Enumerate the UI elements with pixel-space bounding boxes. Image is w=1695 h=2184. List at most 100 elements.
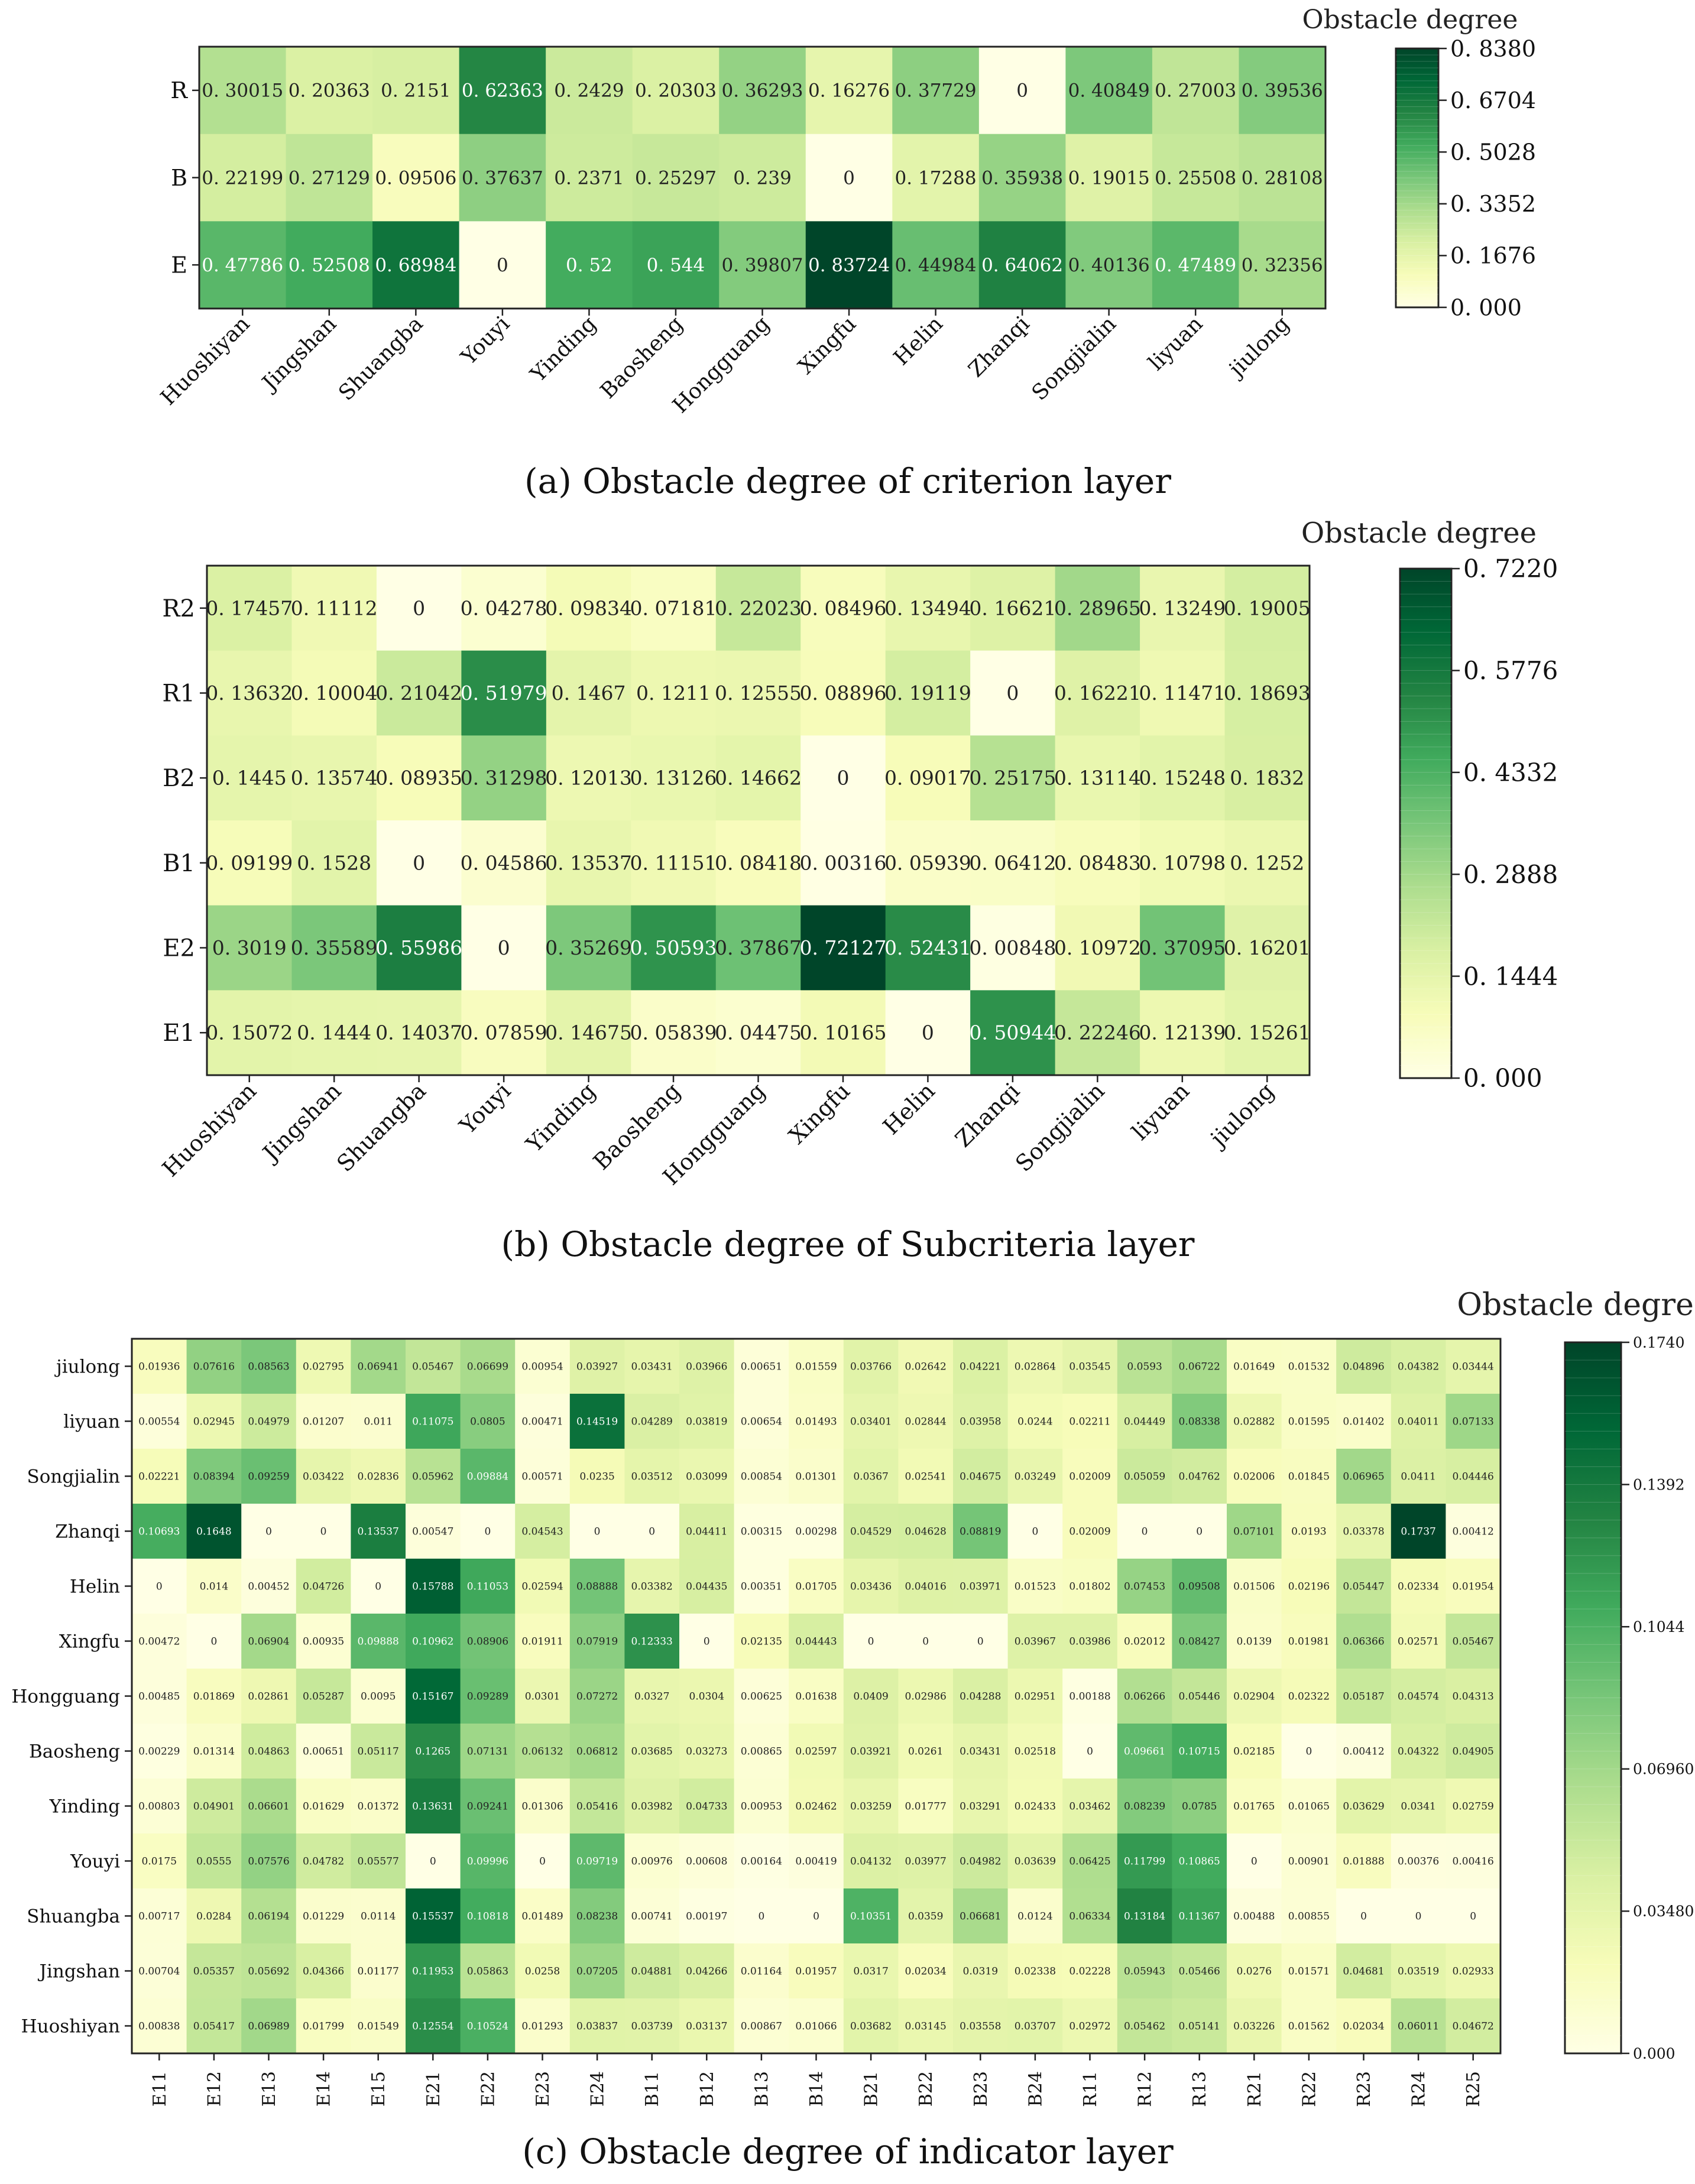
cell-value-label: 0.0095 bbox=[361, 1690, 396, 1702]
heatmap-cell bbox=[1281, 1669, 1337, 1724]
x-tick-label: R12 bbox=[1135, 2071, 1156, 2107]
cell-value-label: 0. 11151 bbox=[630, 851, 717, 874]
x-tick-label: Songjialin bbox=[1010, 1078, 1110, 1177]
colorbar bbox=[1395, 47, 1440, 309]
heatmap-cell bbox=[1172, 1888, 1227, 1944]
heatmap-cell bbox=[1140, 820, 1226, 906]
cell-value-label: 0.01066 bbox=[795, 2020, 837, 2032]
heatmap-cell bbox=[800, 905, 886, 991]
heatmap-cell bbox=[376, 990, 462, 1076]
cell-value-label: 0.03958 bbox=[960, 1416, 1001, 1427]
heatmap-cell bbox=[569, 1614, 625, 1669]
cell-value-label: 0. 2371 bbox=[554, 167, 624, 189]
cell-value-label: 0.01936 bbox=[138, 1361, 180, 1372]
cell-value-label: 0. 18693 bbox=[1224, 682, 1311, 705]
cell-value-label: 0.03137 bbox=[686, 2020, 727, 2032]
x-tick-label: Yinding bbox=[526, 311, 601, 387]
heatmap-cell bbox=[406, 1724, 461, 1779]
colorbar-title: Obstacle degree bbox=[1302, 5, 1518, 35]
heatmap-cell bbox=[843, 1779, 899, 1834]
cell-value-label: 0.07205 bbox=[576, 1965, 618, 1977]
cell-value-label: 0.15788 bbox=[412, 1581, 453, 1592]
x-tick-label: E15 bbox=[368, 2071, 389, 2107]
heatmap-cell bbox=[1062, 1614, 1118, 1669]
y-tick-label: Zhanqi bbox=[55, 1521, 120, 1542]
x-tick-label: Yinding bbox=[521, 1078, 601, 1157]
cell-value-label: 0.02228 bbox=[1069, 1965, 1110, 1977]
heatmap-cell bbox=[461, 650, 547, 736]
cell-value-label: 0.04411 bbox=[686, 1526, 727, 1537]
heatmap-cell bbox=[372, 221, 460, 309]
heatmap-cell bbox=[885, 905, 971, 991]
cell-value-label: 0.00471 bbox=[521, 1416, 563, 1427]
heatmap-cell bbox=[1065, 134, 1153, 222]
cell-value-label: 0.02211 bbox=[1069, 1416, 1110, 1427]
heatmap-cell bbox=[1172, 1614, 1227, 1669]
cell-value-label: 0.02338 bbox=[1015, 1965, 1056, 1977]
heatmap-cell bbox=[199, 134, 287, 222]
cell-value-label: 0.06601 bbox=[248, 1800, 289, 1812]
cell-value-label: 0.05141 bbox=[1179, 2020, 1220, 2032]
y-tick-label: R1 bbox=[162, 680, 195, 708]
heatmap-cell bbox=[1336, 1833, 1392, 1889]
heatmap-cell bbox=[1065, 47, 1153, 135]
heatmap-cell bbox=[1172, 1998, 1227, 2054]
heatmap-cell bbox=[351, 1833, 406, 1889]
heatmap-cell bbox=[1007, 1888, 1063, 1944]
heatmap-cell bbox=[1391, 1394, 1446, 1449]
cell-value-label: 0. 37729 bbox=[895, 80, 977, 102]
heatmap-cell bbox=[241, 1449, 297, 1504]
heatmap-cell bbox=[679, 1724, 735, 1779]
heatmap-cell bbox=[515, 1833, 571, 1889]
cell-value-label: 0. 08496 bbox=[799, 596, 886, 619]
cell-value-label: 0.01649 bbox=[1233, 1361, 1275, 1372]
cell-value-label: 0.04443 bbox=[795, 1635, 837, 1647]
cell-value-label: 0. 30015 bbox=[202, 80, 283, 102]
cell-value-label: 0.04266 bbox=[686, 1965, 727, 1977]
y-tick-label: B1 bbox=[163, 850, 195, 877]
heatmap-cell bbox=[296, 1559, 351, 1614]
cell-value-label: 0. 00316 bbox=[799, 851, 886, 874]
cell-value-label: 0.02759 bbox=[1453, 1800, 1494, 1812]
heatmap-cell bbox=[460, 1943, 516, 1999]
cell-value-label: 0.03766 bbox=[850, 1361, 892, 1372]
cell-value-label: 0.00855 bbox=[1288, 1910, 1330, 1922]
cell-value-label: 0. 2151 bbox=[381, 80, 451, 102]
heatmap-cell bbox=[1224, 990, 1310, 1076]
heatmap-cell bbox=[1062, 1669, 1118, 1724]
cell-value-label: 0. 22246 bbox=[1054, 1021, 1141, 1044]
heatmap-cell bbox=[898, 1888, 954, 1944]
cell-value-label: 0. 40849 bbox=[1068, 80, 1150, 102]
cell-value-label: 0.05462 bbox=[1124, 2020, 1165, 2032]
cell-value-label: 0.05863 bbox=[467, 1965, 508, 1977]
cell-value-label: 0. 17288 bbox=[895, 167, 977, 189]
x-tick-label: B12 bbox=[697, 2071, 718, 2107]
colorbar-tick-label: 0. 6704 bbox=[1450, 87, 1536, 113]
y-tick-label: R bbox=[170, 77, 188, 103]
heatmap-cell bbox=[1227, 1394, 1282, 1449]
heatmap-cell bbox=[132, 1504, 187, 1559]
cell-value-label: 0. 52508 bbox=[289, 255, 370, 276]
cell-value-label: 0.09241 bbox=[467, 1800, 508, 1812]
cell-value-label: 0.05417 bbox=[193, 2020, 235, 2032]
x-tick-label: R23 bbox=[1354, 2071, 1375, 2107]
cell-value-label: 0.02571 bbox=[1398, 1635, 1439, 1647]
heatmap-cell bbox=[1446, 1394, 1501, 1449]
x-tick-label: E22 bbox=[478, 2071, 498, 2107]
colorbar-tick-label: 0. 1676 bbox=[1450, 243, 1536, 269]
cell-value-label: 0 bbox=[539, 1855, 546, 1867]
cell-value-label: 0.02597 bbox=[795, 1745, 837, 1757]
heatmap-cell bbox=[715, 820, 801, 906]
heatmap-cell bbox=[569, 1504, 625, 1559]
heatmap-cell bbox=[1446, 1614, 1501, 1669]
cell-value-label: 0 bbox=[977, 1635, 984, 1647]
cell-value-label: 0.06722 bbox=[1179, 1361, 1220, 1372]
cell-value-label: 0.11053 bbox=[467, 1581, 508, 1592]
heatmap-cell bbox=[376, 566, 462, 651]
x-tick-label: liyuan bbox=[1144, 311, 1208, 375]
cell-value-label: 0.02951 bbox=[1015, 1690, 1056, 1702]
heatmap-cell bbox=[241, 1833, 297, 1889]
heatmap-cell bbox=[515, 1504, 571, 1559]
heatmap-cell bbox=[679, 1943, 735, 1999]
cell-value-label: 0.03519 bbox=[1398, 1965, 1439, 1977]
